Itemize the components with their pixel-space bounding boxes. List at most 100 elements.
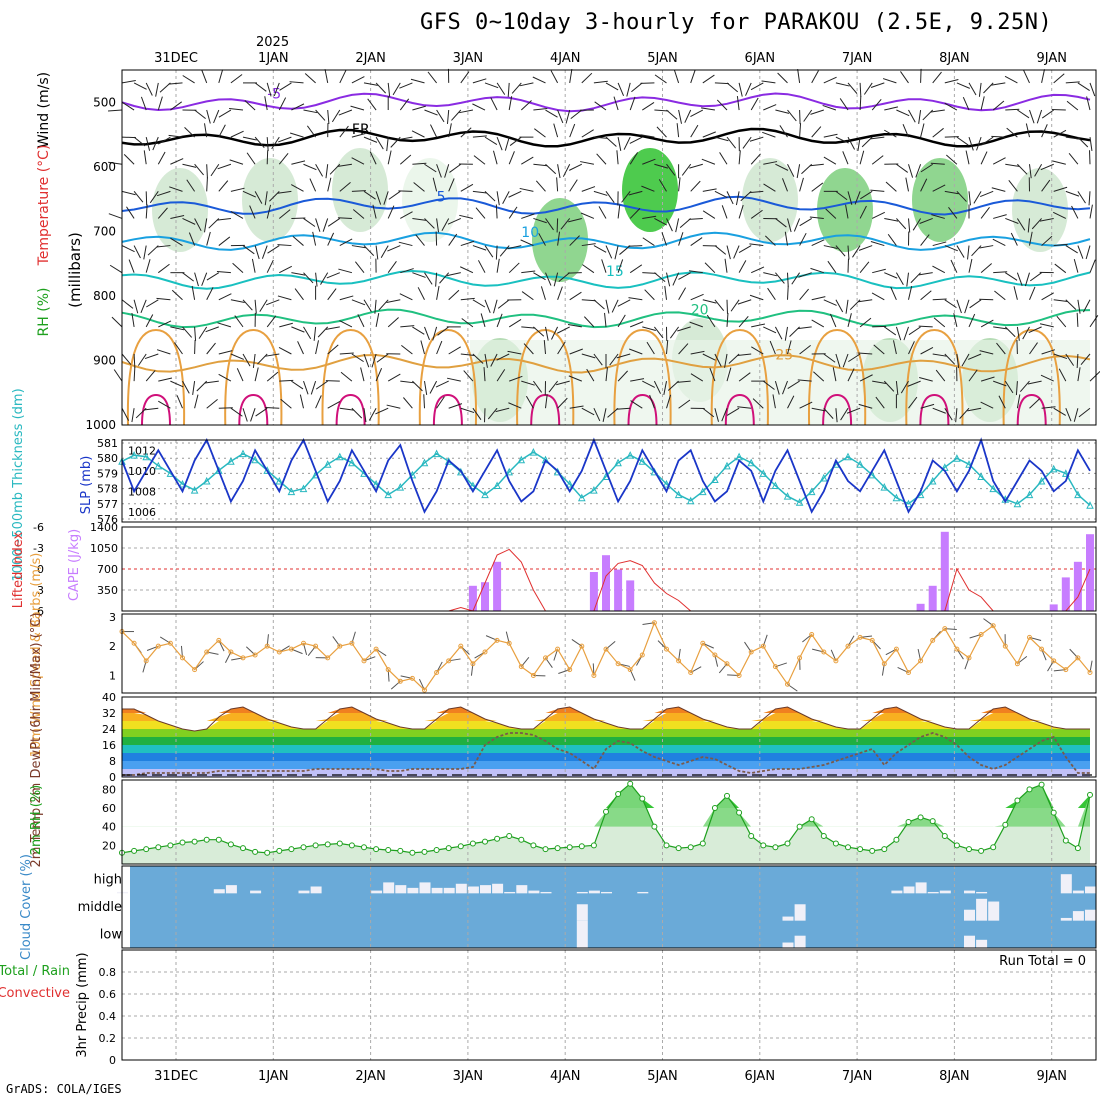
- wind-barb: [673, 69, 680, 84]
- wind-barb: [930, 162, 945, 165]
- wind-barb: [704, 262, 716, 274]
- wind-barb: [435, 272, 438, 287]
- wind-barb: [1077, 136, 1089, 148]
- wind-barb: [944, 102, 958, 111]
- temp-ylabel: 2m Temp 2m DewPt (6hr Min/Max) (°C): [29, 613, 44, 868]
- wind-barb: [568, 375, 582, 382]
- rh-point: [373, 846, 380, 853]
- wind-barb: [702, 299, 717, 304]
- rh-point: [881, 846, 888, 853]
- wind-barb: [472, 407, 482, 420]
- wind-barb: [714, 82, 729, 85]
- wind-barb: [375, 191, 382, 205]
- precip-ylabel: 3hr Precip (mm): [75, 952, 90, 1057]
- wind-barb: [392, 82, 401, 96]
- wind-barb: [581, 186, 596, 192]
- wind-barb: [376, 353, 389, 363]
- thickness-point: [1037, 476, 1046, 485]
- wind-barb: [325, 326, 340, 330]
- wind-barb: [279, 322, 293, 328]
- wind-barb: [371, 353, 377, 368]
- wind-barb: [752, 398, 764, 409]
- wind-barb: [583, 316, 595, 328]
- wind-barb: [875, 396, 885, 409]
- wind-barb: [605, 367, 608, 382]
- wind-barb: [884, 217, 899, 222]
- cloud-bar: [976, 939, 988, 948]
- wind-barb: [357, 314, 365, 328]
- wind-speed-point: [724, 661, 730, 667]
- cloud-bar: [455, 883, 467, 894]
- wind-speed-point: [555, 646, 561, 652]
- wind-barb: [508, 206, 518, 219]
- wind-barb: [654, 163, 668, 169]
- wind-barb: [823, 245, 838, 249]
- wind-barb: [930, 109, 945, 113]
- wind-barb: [149, 191, 159, 204]
- rh-point: [966, 846, 972, 853]
- wind-barb: [400, 325, 415, 328]
- thickness-point: [819, 473, 828, 482]
- wind-barb: [1029, 272, 1042, 282]
- temperature-contour: [919, 393, 950, 426]
- wind-barb: [847, 82, 858, 94]
- wind-barb: [629, 96, 636, 111]
- wind-barb: [484, 136, 498, 145]
- rh-tick-label: 80: [102, 783, 116, 796]
- wind-barb: [279, 265, 293, 274]
- wind-barb: [900, 380, 909, 394]
- cloud-bar: [407, 887, 419, 894]
- wind-barb: [315, 340, 319, 355]
- wind-barb: [908, 341, 915, 355]
- wind-barb: [156, 245, 171, 248]
- wind-speed-point: [567, 667, 573, 673]
- rh-point: [760, 842, 767, 849]
- thickness-line: [121, 451, 1091, 506]
- wind-barb: [218, 124, 226, 138]
- wind-speed-point: [131, 640, 137, 646]
- wind-barb: [931, 214, 945, 219]
- wind-barb: [1077, 245, 1084, 259]
- wind-barb: [188, 232, 196, 246]
- wind-barb: [845, 204, 849, 219]
- wind-barb: [775, 163, 789, 171]
- rh-point: [784, 840, 791, 847]
- wind-barb: [1089, 137, 1093, 152]
- wind-barb: [733, 245, 740, 259]
- wind-barb: [279, 82, 292, 91]
- wind-barb: [1065, 408, 1072, 422]
- wind-barb: [460, 71, 470, 84]
- rh-point: [978, 847, 985, 854]
- wind-barb: [157, 96, 163, 111]
- wind-barb: [944, 299, 957, 309]
- wind-barb: [398, 136, 413, 141]
- wind-barb: [950, 259, 958, 273]
- wind-barb: [303, 109, 318, 114]
- wind-speed-point: [216, 637, 222, 643]
- wind-barb: [581, 299, 596, 302]
- wind-speed-point: [954, 646, 960, 652]
- wind-barb: [944, 245, 958, 252]
- wind-barb: [991, 187, 1006, 192]
- thickness-point: [384, 490, 393, 499]
- rh-point: [421, 848, 428, 855]
- wind-barb: [787, 340, 792, 355]
- wind-barb: [980, 401, 994, 409]
- wind-barb: [170, 101, 183, 111]
- wind-barb: [1054, 263, 1067, 274]
- rh-point: [542, 846, 549, 853]
- thickness-point: [299, 484, 308, 493]
- wind-barb: [782, 380, 788, 395]
- wind-barb: [948, 206, 958, 219]
- wind-barb: [400, 268, 414, 274]
- wind-barb: [306, 125, 317, 138]
- wind-barb: [935, 369, 946, 382]
- wind-barb: [387, 205, 395, 219]
- cloud-bar: [1085, 886, 1096, 894]
- wind-barb: [629, 264, 643, 274]
- wind-barb: [626, 82, 631, 97]
- temperature-band: [122, 707, 1090, 713]
- cloud-bar: [794, 935, 806, 948]
- wind-barb: [145, 370, 156, 382]
- wind-barb: [593, 408, 601, 422]
